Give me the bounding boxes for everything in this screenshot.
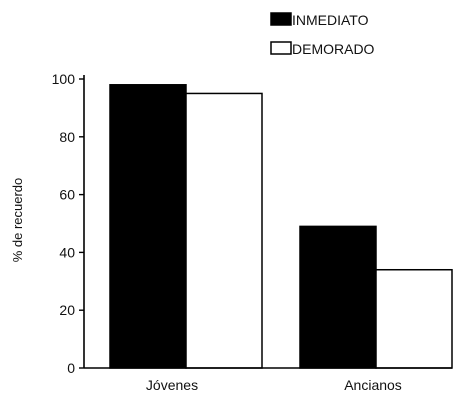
legend-item-demorado: DEMORADO — [270, 41, 375, 57]
y-tick-label: 60 — [59, 187, 75, 203]
y-tick-label: 20 — [59, 302, 75, 318]
x-axis-labels: Jóvenes Ancianos — [146, 377, 402, 393]
y-tick-label: 0 — [67, 360, 75, 376]
bar-demorado-0 — [185, 92, 263, 369]
bar-inmediato-0 — [109, 84, 187, 369]
y-tick-label: 100 — [52, 71, 76, 87]
legend-swatch-demorado — [270, 41, 292, 55]
y-tick-label: 80 — [59, 129, 75, 145]
x-tick-label-jovenes: Jóvenes — [146, 377, 198, 393]
bar-inmediato-1 — [299, 225, 377, 369]
legend-item-inmediato: INMEDIATO — [270, 12, 369, 28]
y-axis-title: % de recuerdo — [10, 178, 25, 263]
legend-label-inmediato: INMEDIATO — [292, 12, 369, 28]
legend: INMEDIATO DEMORADO — [270, 12, 375, 57]
legend-swatch-inmediato — [270, 12, 292, 26]
y-axis-ticks: 0 20 40 60 80 100 — [52, 71, 84, 376]
bars — [109, 84, 453, 369]
bar-demorado-1 — [375, 268, 453, 369]
legend-label-demorado: DEMORADO — [292, 41, 375, 57]
y-tick-label: 40 — [59, 244, 75, 260]
x-tick-label-ancianos: Ancianos — [344, 377, 402, 393]
